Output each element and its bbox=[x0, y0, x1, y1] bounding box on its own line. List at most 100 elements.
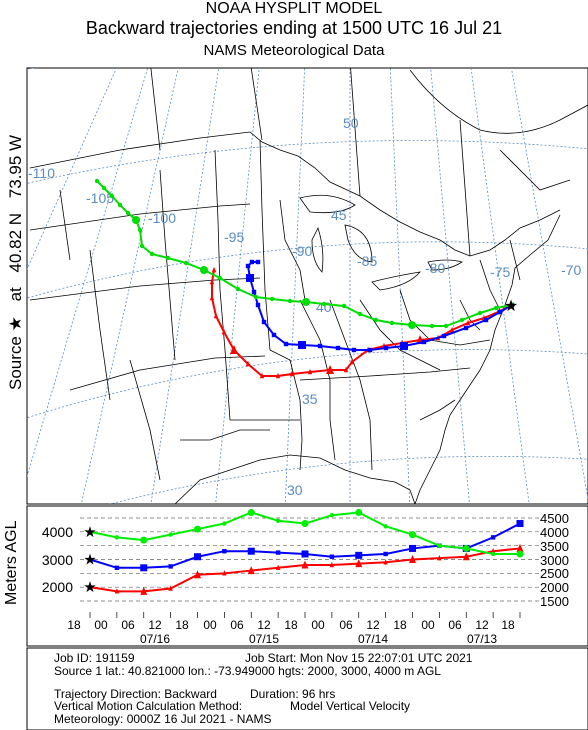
date-label: 07/14 bbox=[358, 632, 388, 646]
height-point bbox=[114, 588, 120, 594]
height-start-star-icon: ★ bbox=[83, 579, 96, 596]
map-trajectory-marker bbox=[209, 294, 215, 301]
footer-frame bbox=[26, 647, 588, 730]
map-trajectory-marker bbox=[235, 286, 241, 292]
height-series-2: ★ bbox=[83, 508, 524, 558]
vertical-method-value: Model Vertical Velocity bbox=[290, 699, 411, 713]
right-tick: 4000 bbox=[540, 525, 569, 540]
date-label: 07/15 bbox=[249, 632, 279, 646]
map-trajectory-marker bbox=[408, 321, 416, 329]
meteorology: Meteorology: 0000Z 16 Jul 2021 - NAMS bbox=[54, 712, 272, 726]
map-trajectory-marker bbox=[245, 360, 251, 367]
right-tick: 1500 bbox=[540, 594, 569, 609]
height-point bbox=[409, 531, 416, 539]
trajectory-title: Backward trajectories ending at 1500 UTC… bbox=[85, 18, 503, 38]
job-id: Job ID: 191159 bbox=[54, 651, 135, 665]
height-panel-frame bbox=[26, 505, 588, 647]
map-trajectory-marker bbox=[139, 243, 145, 249]
height-point bbox=[275, 550, 281, 555]
latitude-gridlines bbox=[27, 68, 588, 504]
lon-label: -110 bbox=[28, 165, 55, 181]
hour-label: 12 bbox=[475, 618, 489, 632]
vertical-method: Vertical Motion Calculation Method: bbox=[54, 699, 243, 713]
height-tick-marks bbox=[89, 612, 521, 618]
height-start-star-icon: ★ bbox=[83, 524, 96, 541]
map-frame bbox=[26, 67, 588, 505]
geography-outlines bbox=[29, 68, 588, 504]
map-trajectory-marker bbox=[259, 372, 265, 379]
map-trajectory-marker bbox=[477, 310, 483, 316]
hour-label: 06 bbox=[448, 618, 462, 632]
height-point bbox=[301, 560, 309, 569]
height-point bbox=[329, 513, 335, 518]
lon-label: -70 bbox=[561, 262, 581, 278]
map-trajectory-marker bbox=[383, 345, 389, 351]
height-right-ticks: 4500 4000 3500 3000 2500 2000 1500 bbox=[540, 511, 569, 609]
map-trajectory-marker bbox=[341, 303, 347, 309]
map-trajectory bbox=[94, 178, 515, 329]
map-trajectory-marker bbox=[429, 323, 435, 329]
hour-label: 18 bbox=[175, 618, 189, 632]
height-point bbox=[329, 554, 335, 559]
map-trajectory-marker bbox=[326, 365, 334, 374]
hour-label: 18 bbox=[284, 618, 298, 632]
map-trajectory-marker bbox=[221, 328, 227, 335]
longitude-gridlines bbox=[27, 68, 588, 504]
height-point bbox=[516, 543, 524, 552]
map-trajectory-marker bbox=[389, 320, 395, 326]
hour-label: 12 bbox=[257, 618, 271, 632]
map-trajectory-marker bbox=[200, 266, 208, 274]
height-point bbox=[222, 549, 227, 554]
height-point bbox=[329, 561, 335, 568]
height-point bbox=[247, 547, 255, 555]
hour-label: 18 bbox=[67, 618, 81, 632]
height-point bbox=[516, 520, 524, 528]
right-tick: 3000 bbox=[540, 553, 569, 568]
map-trajectory-marker bbox=[497, 309, 503, 315]
lat-label: 30 bbox=[287, 482, 303, 498]
lon-label: -90 bbox=[292, 243, 312, 259]
height-point bbox=[355, 508, 363, 516]
height-point bbox=[168, 585, 173, 591]
left-tick: 3000 bbox=[42, 552, 73, 568]
map-trajectory-line bbox=[246, 261, 513, 351]
duration: Duration: 96 hrs bbox=[250, 687, 336, 701]
height-point bbox=[462, 552, 470, 561]
hour-label: 06 bbox=[339, 618, 353, 632]
map-trajectory-marker bbox=[101, 185, 107, 191]
height-point bbox=[462, 544, 470, 552]
map-trajectory-marker bbox=[261, 319, 267, 325]
lon-label: -105 bbox=[86, 190, 114, 206]
date-label: 07/16 bbox=[140, 632, 170, 646]
source-line: Source 1 lat.: 40.821000 lon.: -73.94900… bbox=[54, 664, 441, 678]
map-trajectory-marker bbox=[441, 333, 447, 339]
map-trajectory-marker bbox=[132, 216, 140, 224]
height-point bbox=[490, 548, 496, 554]
date-label: 07/13 bbox=[467, 632, 497, 646]
source-star-icon: ★ bbox=[504, 298, 518, 315]
height-point bbox=[409, 555, 416, 563]
map-trajectories: ★ bbox=[94, 178, 518, 379]
height-point bbox=[194, 525, 201, 533]
left-tick: 2000 bbox=[42, 579, 73, 595]
map-trajectory-marker bbox=[245, 263, 251, 269]
map-trajectory-marker bbox=[217, 275, 223, 281]
map-trajectory-marker bbox=[183, 260, 189, 266]
map-trajectory-marker bbox=[307, 368, 313, 375]
height-start-star-icon: ★ bbox=[83, 552, 96, 569]
map-trajectory-marker bbox=[298, 341, 306, 349]
height-point bbox=[490, 535, 496, 540]
lon-label: -75 bbox=[490, 264, 510, 280]
height-point bbox=[355, 551, 363, 559]
map-trajectory-marker bbox=[117, 202, 123, 208]
map-trajectory-marker bbox=[249, 259, 255, 265]
height-point bbox=[114, 565, 120, 570]
map-trajectory-marker bbox=[367, 347, 373, 353]
lon-label: -85 bbox=[357, 253, 377, 269]
model-title: NOAA HYSPLIT MODEL bbox=[205, 0, 383, 17]
right-tick: 2500 bbox=[540, 566, 569, 581]
height-point bbox=[114, 535, 120, 540]
map-trajectory-marker bbox=[287, 298, 293, 304]
map-trajectory-marker bbox=[246, 274, 254, 282]
height-point bbox=[275, 564, 281, 570]
